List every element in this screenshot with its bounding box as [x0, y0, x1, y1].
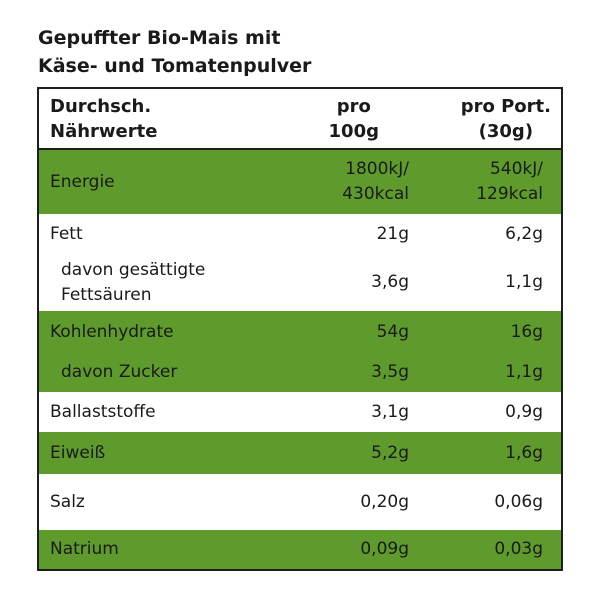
header-per-100g: pro 100g — [328, 95, 379, 142]
row-per-portion: 1,6g — [505, 442, 543, 463]
row-per-portion: 16g — [510, 321, 543, 342]
row-per-100g: 5,2g — [371, 442, 409, 463]
table-header: Durchsch. Nährwerte pro 100g pro Port. (… — [39, 89, 561, 148]
row-label: Fett — [50, 223, 83, 244]
header-nutrients: Durchsch. Nährwerte — [50, 95, 158, 142]
row-per-portion: 0,9g — [505, 401, 543, 422]
table-row-eiweiss: Eiweiß 5,2g 1,6g — [39, 432, 561, 474]
row-label: Salz — [50, 491, 85, 512]
product-title: Gepuffter Bio-Mais mit Käse- und Tomaten… — [38, 24, 558, 80]
row-per-portion: 540kJ/ 129kcal — [476, 159, 543, 204]
row-per-portion: 0,06g — [494, 491, 543, 512]
nutrition-table: Durchsch. Nährwerte pro 100g pro Port. (… — [37, 87, 563, 571]
row-label: Energie — [50, 171, 115, 192]
row-per-100g: 54g — [376, 321, 409, 342]
product-title-line-2: Käse- und Tomatenpulver — [38, 55, 312, 77]
row-label: Natrium — [50, 539, 119, 559]
product-title-line-1: Gepuffter Bio-Mais mit — [38, 27, 281, 49]
row-per-portion: 1,1g — [505, 272, 543, 292]
row-per-100g: 3,1g — [371, 401, 409, 422]
header-per-portion: pro Port. (30g) — [460, 95, 551, 142]
row-per-100g: 0,20g — [360, 491, 409, 512]
header-separator — [39, 148, 561, 150]
row-per-100g: 0,09g — [360, 539, 409, 559]
table-row-gesaettigte-fettsaeuren: davon gesättigte Fettsäuren 3,6g 1,1g — [39, 254, 561, 311]
row-per-portion: 1,1g — [505, 362, 543, 382]
row-per-100g: 3,5g — [371, 362, 409, 382]
row-per-100g: 1800kJ/ 430kcal — [342, 159, 409, 204]
table-row-fett: Fett 21g 6,2g — [39, 214, 561, 254]
row-label: davon Zucker — [61, 362, 178, 382]
row-per-portion: 0,03g — [494, 539, 543, 559]
row-label: davon gesättigte Fettsäuren — [61, 259, 206, 305]
table-row-kohlenhydrate: Kohlenhydrate 54g 16g — [39, 311, 561, 353]
row-per-100g: 21g — [376, 223, 409, 244]
row-per-portion: 6,2g — [505, 223, 543, 244]
table-row-natrium: Natrium 0,09g 0,03g — [39, 530, 561, 569]
row-label: Kohlenhydrate — [50, 321, 174, 342]
row-per-100g: 3,6g — [371, 272, 409, 292]
row-label: Eiweiß — [50, 442, 106, 463]
table-row-ballaststoffe: Ballaststoffe 3,1g 0,9g — [39, 392, 561, 432]
table-row-zucker: davon Zucker 3,5g 1,1g — [39, 353, 561, 392]
table-row-energie: Energie 1800kJ/ 430kcal 540kJ/ 129kcal — [39, 150, 561, 214]
row-label: Ballaststoffe — [50, 401, 156, 422]
table-row-salz: Salz 0,20g 0,06g — [39, 474, 561, 530]
